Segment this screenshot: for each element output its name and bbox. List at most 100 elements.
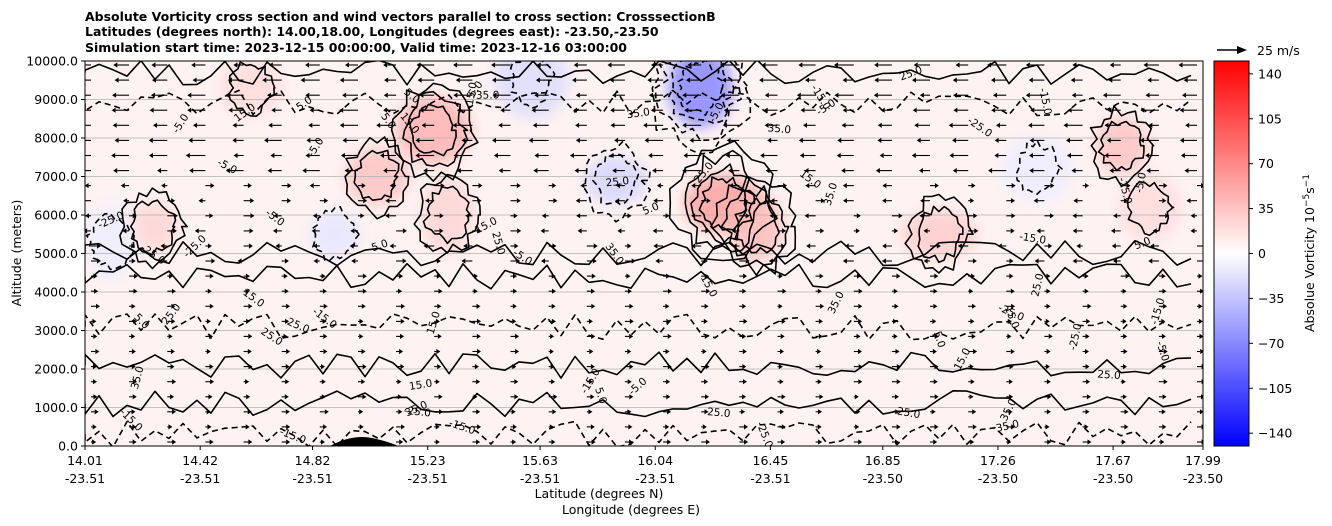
wind-vector-head	[131, 258, 136, 264]
wind-vector-head	[1122, 318, 1127, 324]
wind-vector-head	[778, 273, 783, 279]
wind-vector-head	[988, 168, 993, 174]
wind-vector-head	[575, 137, 580, 143]
wind-vector-head	[855, 228, 860, 234]
wind-vector-head	[131, 409, 136, 415]
wind-vector-head	[742, 364, 747, 370]
wind-vector-head	[247, 348, 252, 355]
wind-vector-head	[1085, 409, 1090, 415]
wind-vector-head	[629, 333, 634, 339]
wind-vector-head	[1123, 303, 1128, 309]
wind-vector-head	[264, 137, 269, 143]
wind-vector-head	[512, 424, 517, 430]
wind-vector-head	[834, 92, 839, 98]
wind-vector-head	[644, 137, 649, 143]
wind-vector-head	[896, 273, 901, 279]
wind-vector-head	[383, 137, 388, 143]
wind-vector-head	[969, 394, 974, 400]
wind-vector-head	[580, 183, 585, 189]
wind-vector-head	[268, 122, 273, 128]
wind-vector-head	[1124, 424, 1129, 430]
wind-vector-head	[1162, 288, 1167, 294]
wind-vector-head	[933, 439, 938, 445]
wind-vector-head	[456, 107, 461, 113]
wind-vector-head	[952, 137, 957, 143]
wind-vector-head	[650, 107, 655, 113]
wind-vector-head	[1063, 122, 1068, 128]
wind-vector-head	[187, 92, 192, 98]
wind-vector-head	[360, 213, 365, 219]
wind-vector-head	[193, 122, 197, 128]
wind-vector-head	[1126, 183, 1131, 189]
wind-vector-head	[1160, 439, 1165, 445]
title-line-2: Latitudes (degrees north): 14.00,18.00, …	[85, 24, 659, 39]
wind-vector-head	[948, 122, 953, 128]
wind-vector-head	[768, 258, 773, 264]
wind-vector-head	[552, 409, 557, 415]
wind-vector-head	[691, 183, 696, 189]
wind-vector-head	[172, 228, 177, 234]
wind-vector-head	[895, 439, 899, 445]
contour-label: -25.0	[403, 405, 431, 420]
wind-vector-head	[1084, 288, 1089, 294]
wind-vector-head	[798, 137, 803, 143]
wind-vector-head	[934, 424, 939, 430]
contour-label: 5.0	[592, 386, 609, 406]
wind-vector-head	[362, 364, 367, 370]
wind-vector-head	[513, 288, 518, 294]
wind-vector-head	[359, 409, 364, 415]
wind-vector-head	[912, 77, 916, 83]
wind-vector-head	[400, 364, 405, 370]
wind-vector-head	[1046, 303, 1051, 309]
wind-vector-head	[806, 243, 811, 249]
wind-vector-head	[1047, 394, 1052, 400]
wind-vector-head	[1007, 318, 1012, 324]
wind-vector-head	[778, 303, 783, 309]
wind-vector-head	[820, 303, 825, 309]
wind-vector-head	[1072, 228, 1077, 234]
wind-vector-head	[843, 198, 847, 204]
wind-vector-head	[149, 107, 154, 113]
wind-vector-head	[153, 122, 157, 128]
wind-vector-head	[1200, 348, 1203, 355]
wind-vector-head	[817, 288, 822, 294]
wind-vector-head	[764, 122, 769, 128]
wind-vector-head	[1085, 364, 1090, 370]
colorbar-tick-label: 140	[1258, 66, 1282, 81]
wind-vector-head	[896, 364, 901, 370]
wind-vector-head	[573, 107, 577, 113]
wind-vector-head	[421, 122, 426, 128]
wind-vector-head	[306, 137, 311, 143]
wind-vector-head	[207, 424, 212, 430]
wind-vector-head	[1186, 198, 1191, 204]
contour-positive	[1126, 180, 1175, 237]
wind-vector-head	[923, 228, 928, 234]
wind-vector-head	[576, 213, 581, 219]
wind-vector-head	[209, 364, 214, 370]
x-tick-label-lon: -23.51	[408, 471, 448, 486]
wind-vector-head	[133, 318, 138, 324]
wind-vector-head	[858, 439, 863, 445]
wind-vector-head	[95, 348, 100, 355]
wind-vector-head	[933, 288, 938, 294]
wind-vector-head	[1033, 198, 1038, 204]
wind-vector-head	[439, 228, 444, 234]
wind-vector-head	[461, 258, 466, 264]
colorbar-tick-label: 0	[1258, 246, 1266, 261]
wind-vector-head	[1162, 364, 1167, 370]
wind-vector-head	[531, 107, 536, 113]
wind-vector-head	[923, 258, 928, 264]
wind-vector-head	[1084, 273, 1089, 279]
wind-vector-head	[836, 152, 841, 159]
contour-negative	[651, 61, 752, 155]
wind-vector-head	[512, 303, 517, 309]
wind-vector-head	[423, 243, 428, 249]
wind-vector-head	[313, 258, 318, 264]
wind-vector-head	[322, 288, 327, 294]
wind-vector-head	[706, 198, 711, 204]
wind-vector-head	[1190, 213, 1195, 219]
wind-vector-head	[248, 364, 253, 370]
contour-positive	[917, 205, 964, 264]
wind-vector-head	[991, 77, 995, 83]
wind-vector-head	[627, 348, 632, 355]
